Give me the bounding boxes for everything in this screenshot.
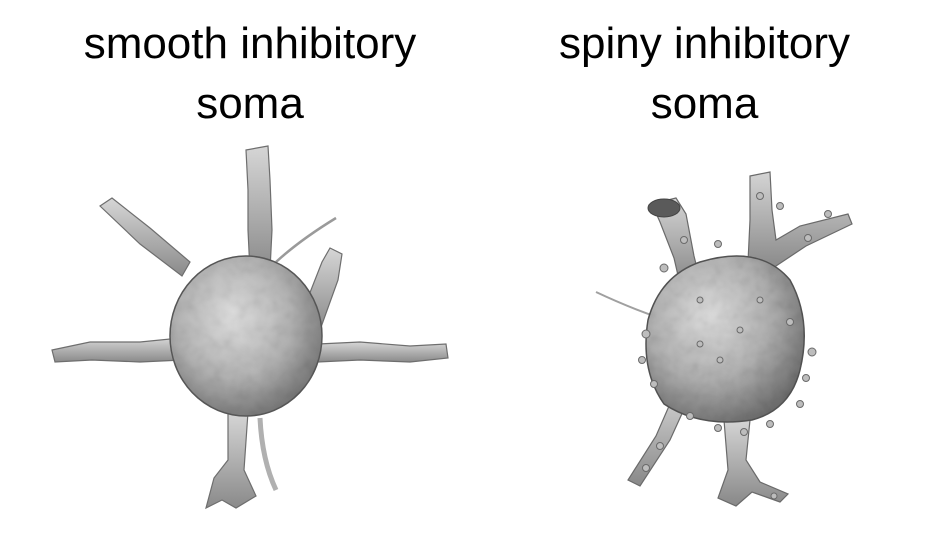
smooth-soma-body bbox=[169, 255, 323, 417]
caption-line-1: spiny inhibitory bbox=[558, 19, 851, 68]
spiny-inhibitory-soma-render bbox=[595, 171, 853, 507]
caption-line-2: soma bbox=[650, 79, 759, 128]
spiny-soma-cut-end bbox=[647, 198, 681, 218]
smooth-soma-fine-processes bbox=[257, 216, 337, 492]
spiny-soma-spines bbox=[638, 192, 832, 500]
caption-line-1: smooth inhibitory bbox=[83, 19, 417, 68]
spiny-soma-panel: spiny inhibitory soma bbox=[470, 0, 939, 533]
smooth-soma-panel: smooth inhibitory soma bbox=[0, 14, 500, 510]
caption-line-2: soma bbox=[196, 79, 304, 128]
smooth-inhibitory-soma-render bbox=[51, 145, 449, 510]
spiny-soma-body bbox=[645, 255, 805, 423]
spiny-soma-dendrites bbox=[627, 171, 853, 507]
spiny-soma-caption: spiny inhibitory soma bbox=[470, 14, 939, 134]
smooth-soma-caption: smooth inhibitory soma bbox=[0, 14, 500, 134]
smooth-soma-dendrites bbox=[51, 145, 449, 510]
